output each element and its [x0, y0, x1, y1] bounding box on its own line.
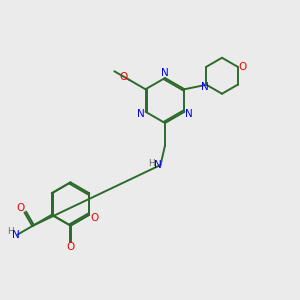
Text: N: N	[201, 82, 209, 92]
Text: O: O	[120, 72, 128, 82]
Text: N: N	[154, 160, 162, 170]
Text: N: N	[137, 109, 145, 119]
Text: O: O	[239, 62, 247, 72]
Text: O: O	[66, 242, 75, 253]
Text: N: N	[12, 230, 20, 240]
Text: N: N	[185, 109, 193, 119]
Text: O: O	[90, 213, 98, 223]
Text: N: N	[161, 68, 169, 78]
Text: O: O	[17, 203, 25, 214]
Text: H: H	[7, 227, 13, 236]
Text: H: H	[148, 159, 155, 168]
